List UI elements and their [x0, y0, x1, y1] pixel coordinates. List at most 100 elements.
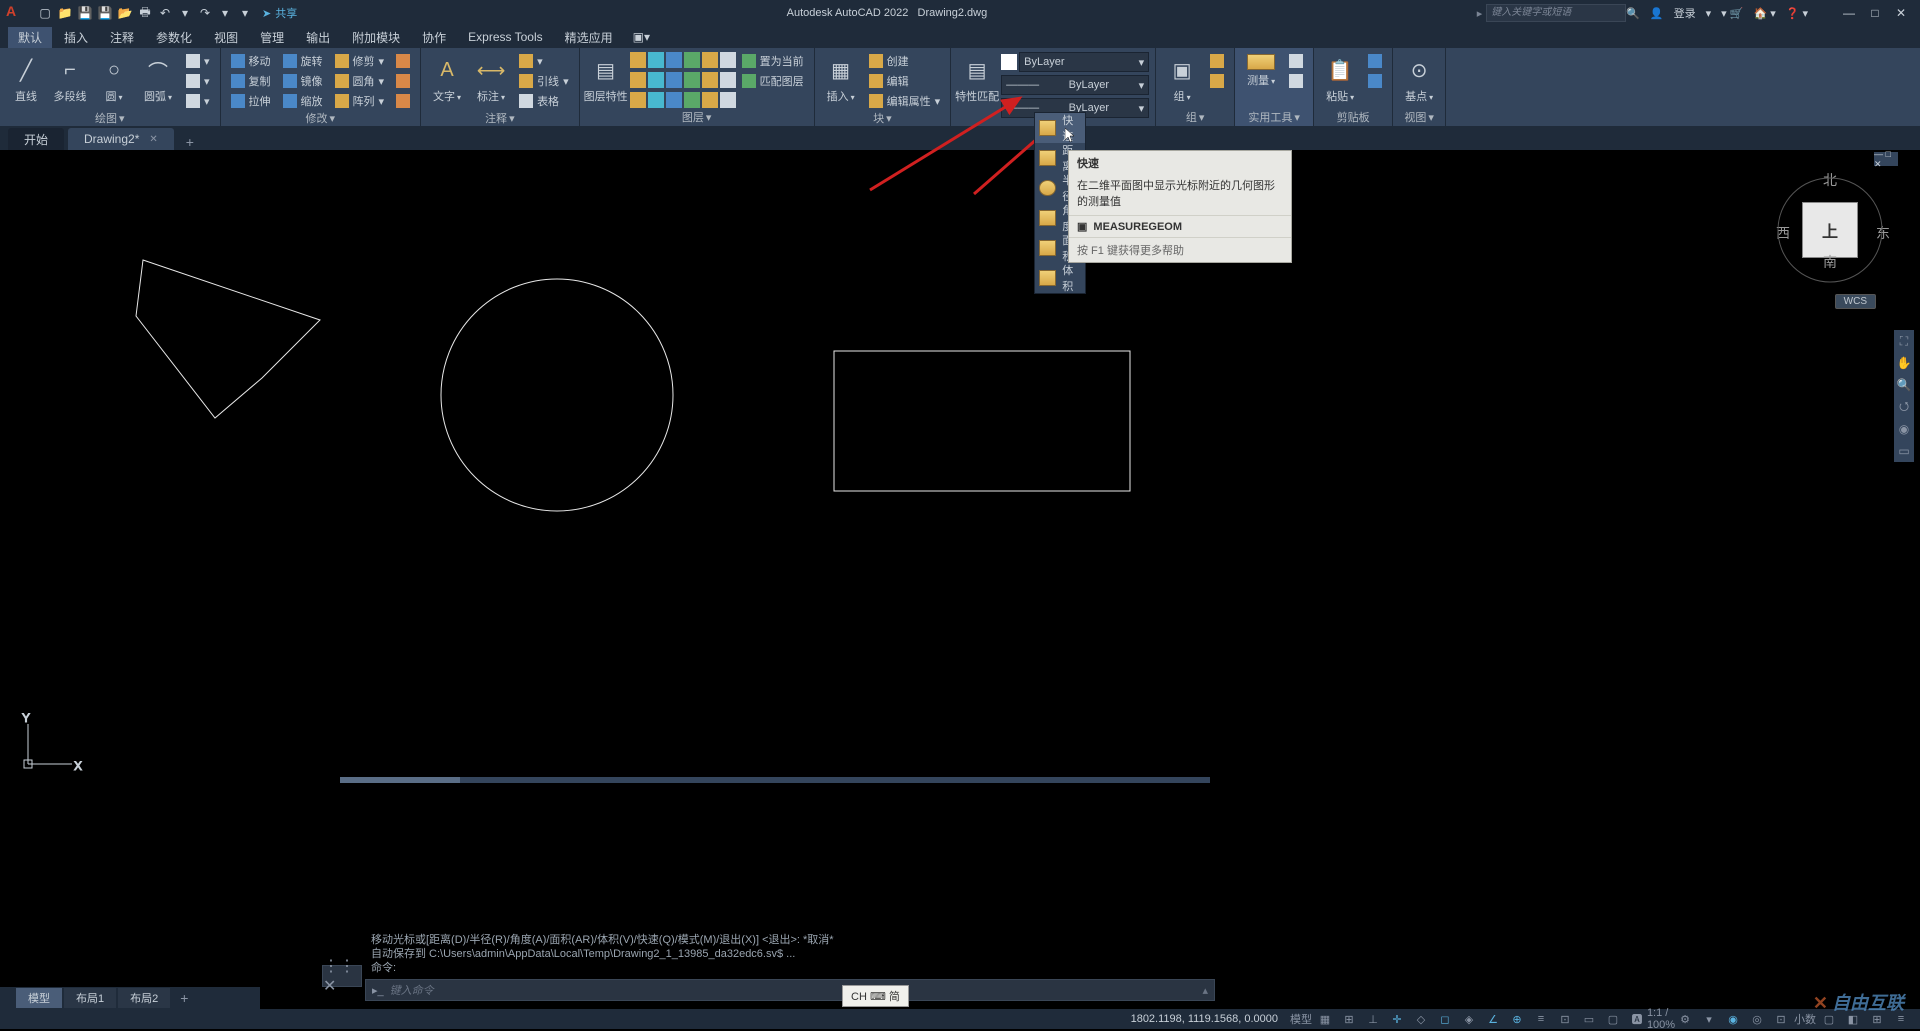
login-dd[interactable]: ▾	[1706, 7, 1712, 20]
layout2-tab[interactable]: 布局2	[118, 988, 170, 1008]
stretch-button[interactable]: 拉伸	[227, 92, 275, 110]
status-gear[interactable]: ⚙	[1674, 1010, 1696, 1028]
copy-button[interactable]: 复制	[227, 72, 275, 90]
modify-ic2[interactable]	[392, 72, 414, 90]
status-ann[interactable]: 🅰	[1626, 1010, 1648, 1028]
trim-button[interactable]: 修剪 ▾	[331, 52, 389, 70]
qat-undo[interactable]: ↶	[156, 4, 174, 22]
add-layout-button[interactable]: +	[172, 990, 196, 1006]
create-block-button[interactable]: 创建	[865, 52, 945, 70]
color-combo[interactable]: ByLayer▾	[1019, 52, 1149, 72]
add-tab-button[interactable]: +	[178, 134, 202, 150]
tab-default[interactable]: 默认	[8, 27, 52, 48]
qat-saveall[interactable]: 💾	[96, 4, 114, 22]
app-icon[interactable]: 🏠 ▾	[1753, 7, 1775, 20]
layer-ic15[interactable]	[666, 92, 682, 108]
nav-wheel[interactable]: ◉	[1894, 418, 1914, 440]
layer-ic6[interactable]	[720, 52, 736, 68]
status-b2[interactable]: ◎	[1746, 1010, 1768, 1028]
status-sc[interactable]: ▢	[1602, 1010, 1624, 1028]
status-lwt[interactable]: ≡	[1530, 1010, 1552, 1028]
tab-manage[interactable]: 管理	[250, 27, 294, 48]
qat-undo-dd[interactable]: ▾	[176, 4, 194, 22]
status-ortho[interactable]: ⊥	[1362, 1010, 1384, 1028]
set-current-button[interactable]: 置为当前	[738, 52, 808, 70]
text-button[interactable]: A文字	[427, 52, 467, 110]
status-dyn[interactable]: ⊕	[1506, 1010, 1528, 1028]
circle-shape[interactable]	[441, 279, 673, 511]
layer-ic9[interactable]	[666, 72, 682, 88]
window-maximize[interactable]: □	[1864, 4, 1886, 22]
status-dd1[interactable]: ▾	[1698, 1010, 1720, 1028]
match-props-button[interactable]: ▤特性匹配	[957, 52, 997, 118]
search-chevron[interactable]: ▸	[1477, 7, 1483, 20]
polygon-shape[interactable]	[136, 260, 320, 418]
qat-open2[interactable]: 📂	[116, 4, 134, 22]
qat-custom[interactable]: ▾	[236, 4, 254, 22]
circle-button[interactable]: ○圆	[94, 52, 134, 110]
command-input[interactable]: ▸_ 键入命令 ▴	[365, 979, 1215, 1001]
paste-button[interactable]: 📋粘贴	[1320, 52, 1360, 108]
status-grid[interactable]: ▦	[1314, 1010, 1336, 1028]
draw-misc-3[interactable]: ▾	[182, 92, 214, 110]
status-otrack[interactable]: ∠	[1482, 1010, 1504, 1028]
modify-ic3[interactable]	[392, 92, 414, 110]
cmd-handle[interactable]: ⋮⋮ ✕	[322, 965, 362, 987]
layer-ic18[interactable]	[720, 92, 736, 108]
layer-ic2[interactable]	[648, 52, 664, 68]
nav-full[interactable]: ⛶	[1894, 330, 1914, 352]
tab-featured[interactable]: 精选应用	[555, 27, 623, 48]
status-b3[interactable]: ⊡	[1770, 1010, 1792, 1028]
cut-button[interactable]	[1364, 52, 1386, 70]
layer-ic5[interactable]	[702, 52, 718, 68]
layer-ic4[interactable]	[684, 52, 700, 68]
layer-props-button[interactable]: ▤图层特性	[586, 52, 626, 108]
h-scroll-thumb[interactable]	[340, 777, 460, 783]
layer-ic13[interactable]	[630, 92, 646, 108]
tab-express[interactable]: Express Tools	[458, 28, 552, 46]
measure-volume[interactable]: 体积	[1035, 263, 1085, 293]
viewport-controls[interactable]: — □ ✕	[1874, 152, 1898, 166]
group-ic2[interactable]	[1206, 72, 1228, 90]
line-button[interactable]: ╱直线	[6, 52, 46, 110]
edit-block-button[interactable]: 编辑	[865, 72, 945, 90]
rotate-button[interactable]: 旋转	[279, 52, 327, 70]
qat-redo-dd[interactable]: ▾	[216, 4, 234, 22]
insert-button[interactable]: ▦插入	[821, 52, 861, 110]
modify-ic1[interactable]	[392, 52, 414, 70]
share-button[interactable]: ➤ 共享	[262, 5, 297, 21]
match-layer-button[interactable]: 匹配图层	[738, 72, 808, 90]
tab-view[interactable]: 视图	[204, 27, 248, 48]
status-polar[interactable]: ✛	[1386, 1010, 1408, 1028]
viewcube[interactable]: 北 南 东 西 上	[1770, 170, 1890, 290]
nav-orbit[interactable]: ⭯	[1894, 396, 1914, 418]
util-ic1[interactable]	[1285, 52, 1307, 70]
edit-attr-button[interactable]: 编辑属性 ▾	[865, 92, 945, 110]
color-swatch[interactable]	[1001, 54, 1017, 70]
tab-insert[interactable]: 插入	[54, 27, 98, 48]
fillet-button[interactable]: 圆角 ▾	[331, 72, 389, 90]
ribbon-customize[interactable]: ▣▾	[633, 30, 650, 44]
status-qp[interactable]: ▭	[1578, 1010, 1600, 1028]
status-osnap[interactable]: ◻	[1434, 1010, 1456, 1028]
layer-ic1[interactable]	[630, 52, 646, 68]
h-scroll-track[interactable]	[340, 777, 1210, 783]
tab-collaborate[interactable]: 协作	[412, 27, 456, 48]
layer-ic11[interactable]	[702, 72, 718, 88]
model-tab[interactable]: 模型	[16, 988, 62, 1008]
layer-ic3[interactable]	[666, 52, 682, 68]
array-button[interactable]: 阵列 ▾	[331, 92, 389, 110]
search-input[interactable]: 键入关键字或短语	[1486, 4, 1626, 22]
status-scale[interactable]: 1:1 / 100%	[1650, 1010, 1672, 1028]
move-button[interactable]: 移动	[227, 52, 275, 70]
tab-addins[interactable]: 附加模块	[342, 27, 410, 48]
layer-ic14[interactable]	[648, 92, 664, 108]
status-iso[interactable]: ◇	[1410, 1010, 1432, 1028]
window-minimize[interactable]: —	[1838, 4, 1860, 22]
qat-redo[interactable]: ↷	[196, 4, 214, 22]
layer-ic17[interactable]	[702, 92, 718, 108]
status-snap[interactable]: ⊞	[1338, 1010, 1360, 1028]
layer-ic8[interactable]	[648, 72, 664, 88]
leader-button[interactable]: 引线 ▾	[515, 72, 573, 90]
scale-button[interactable]: 缩放	[279, 92, 327, 110]
